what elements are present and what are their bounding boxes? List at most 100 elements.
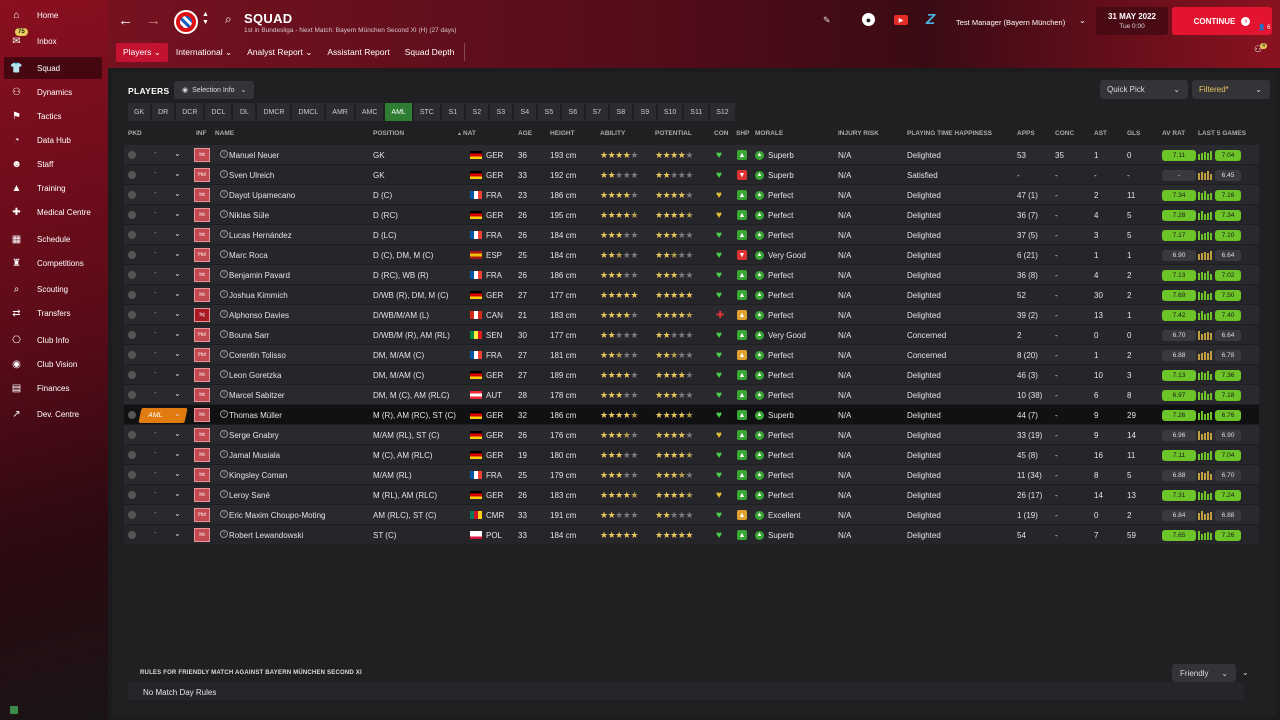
column-header-pkd[interactable]: PKD xyxy=(128,130,142,137)
sidebar-item-squad[interactable]: 👕 Squad xyxy=(4,57,102,79)
z-app-icon[interactable]: Z xyxy=(926,11,936,28)
sidebar-item-schedule[interactable]: ▦ Schedule xyxy=(4,228,102,250)
table-row[interactable]: AML ⌄ Int i Thomas Müller M (R), AM (RC), ST … xyxy=(124,405,1259,425)
position-filter-s12[interactable]: S12 xyxy=(710,103,735,121)
player-info-icon[interactable]: i xyxy=(220,530,228,538)
sidebar-item-inbox[interactable]: ✉ Inbox 75 xyxy=(4,28,102,52)
pick-toggle[interactable] xyxy=(128,411,136,419)
pick-toggle[interactable] xyxy=(128,371,136,379)
sidebar-item-dynamics[interactable]: ⚇ Dynamics xyxy=(4,81,102,103)
position-filter-s3[interactable]: S3 xyxy=(489,103,512,121)
table-row[interactable]: - ⌄ Int i Niklas Süle D (RC) GER 26 195 cm ★ ★ ★ ★ ★ ★… xyxy=(124,205,1259,225)
sidebar-item-medical-centre[interactable]: ✚ Medical Centre xyxy=(4,201,102,223)
player-name[interactable]: Bouna Sarr xyxy=(229,330,270,340)
position-filter-dcl[interactable]: DCL xyxy=(205,103,232,121)
player-info-icon[interactable]: i xyxy=(220,410,228,418)
row-dropdown-chevron-icon[interactable]: ⌄ xyxy=(174,489,181,498)
row-dropdown-chevron-icon[interactable]: ⌄ xyxy=(174,289,181,298)
column-header-nat[interactable]: NAT ▲ xyxy=(457,130,476,137)
row-dropdown-chevron-icon[interactable]: ⌄ xyxy=(174,429,181,438)
pick-toggle[interactable] xyxy=(128,251,136,259)
row-dropdown-chevron-icon[interactable]: ⌄ xyxy=(174,189,181,198)
column-header-inf[interactable]: INF xyxy=(196,130,207,137)
row-dropdown-chevron-icon[interactable]: ⌄ xyxy=(174,269,181,278)
quick-pick-button[interactable]: Quick Pick ⌄ xyxy=(1100,80,1188,99)
pick-toggle[interactable] xyxy=(128,511,136,519)
position-filter-gk[interactable]: GK xyxy=(128,103,151,121)
club-crest-icon[interactable] xyxy=(174,10,198,34)
player-name[interactable]: Lucas Hernández xyxy=(229,230,292,240)
players-count[interactable]: 👤 6 xyxy=(1258,25,1271,31)
row-dropdown-chevron-icon[interactable]: ⌄ xyxy=(174,249,181,258)
position-filter-dmcr[interactable]: DMCR xyxy=(257,103,291,121)
sidebar-item-data-hub[interactable]: ◔ Data Hub xyxy=(4,129,102,151)
column-header-apps[interactable]: APPS xyxy=(1017,130,1035,137)
match-type-dropdown[interactable]: Friendly ⌄ xyxy=(1172,664,1236,682)
player-info-icon[interactable]: i xyxy=(220,190,228,198)
player-name[interactable]: Eric Maxim Choupo-Moting xyxy=(229,510,326,520)
forward-arrow-icon[interactable]: → xyxy=(146,12,161,29)
row-dropdown-chevron-icon[interactable]: ⌄ xyxy=(174,449,181,458)
search-icon[interactable]: ⌕ xyxy=(225,12,232,26)
table-row[interactable]: - ⌄ Int i Dayot Upamecano D (C) FRA 23 186 cm ★ ★ ★… xyxy=(124,185,1259,205)
table-row[interactable]: - ⌄ Int i Serge Gnabry M/AM (RL), ST (C) GER 26… xyxy=(124,425,1259,445)
row-dropdown-chevron-icon[interactable]: ⌄ xyxy=(174,329,181,338)
sidebar-item-club-info[interactable]: ⎔ Club Info xyxy=(4,329,102,351)
position-filter-s6[interactable]: S6 xyxy=(561,103,584,121)
table-row[interactable]: - ⌄ Hol i Corentin Tolisso DM, M/AM (C) FRA 27 1… xyxy=(124,345,1259,365)
row-dropdown-chevron-icon[interactable]: ⌄ xyxy=(174,389,181,398)
player-info-icon[interactable]: i xyxy=(220,230,228,238)
tab-squad-depth[interactable]: Squad Depth xyxy=(398,43,462,61)
position-filter-s4[interactable]: S4 xyxy=(513,103,536,121)
pick-toggle[interactable] xyxy=(128,451,136,459)
column-header-gls[interactable]: GLS xyxy=(1127,130,1141,137)
column-header-position[interactable]: POSITION xyxy=(373,130,405,137)
position-filter-dl[interactable]: DL xyxy=(233,103,256,121)
player-info-icon[interactable]: i xyxy=(220,450,228,458)
row-dropdown-chevron-icon[interactable]: ⌄ xyxy=(174,529,181,538)
sidebar-item-dev-centre[interactable]: ↗ Dev. Centre xyxy=(4,403,102,425)
pick-toggle[interactable] xyxy=(128,331,136,339)
player-info-icon[interactable]: i xyxy=(220,510,228,518)
pick-toggle[interactable] xyxy=(128,491,136,499)
sidebar-item-home[interactable]: ⌂ Home xyxy=(4,4,102,26)
pick-toggle[interactable] xyxy=(128,531,136,539)
manager-name[interactable]: Test Manager (Bayern München) xyxy=(956,18,1066,27)
position-filter-s9[interactable]: S9 xyxy=(633,103,656,121)
date-display[interactable]: 31 MAY 2022 Tue 0:00 xyxy=(1096,7,1168,35)
pick-toggle[interactable] xyxy=(128,151,136,159)
tab-assistant-report[interactable]: Assistant Report xyxy=(320,43,396,61)
table-row[interactable]: - ⌄ Hol i Eric Maxim Choupo-Moting AM (RLC), … xyxy=(124,505,1259,525)
column-header-conc[interactable]: CONC xyxy=(1055,130,1075,137)
position-filter-s10[interactable]: S10 xyxy=(657,103,683,121)
row-dropdown-chevron-icon[interactable]: ⌄ xyxy=(174,369,181,378)
table-row[interactable]: - ⌄ Int i Marcel Sabitzer DM, M (C), AM (RLC)… xyxy=(124,385,1259,405)
player-info-icon[interactable]: i xyxy=(220,170,228,178)
pick-toggle[interactable] xyxy=(128,351,136,359)
player-name[interactable]: Leon Goretzka xyxy=(229,370,282,380)
sidebar-item-staff[interactable]: ☻ Staff xyxy=(4,153,102,175)
table-row[interactable]: - ⌄ Hol i Marc Roca D (C), DM, M (C) ESP 25 184 … xyxy=(124,245,1259,265)
player-info-icon[interactable]: i xyxy=(220,210,228,218)
pick-toggle[interactable] xyxy=(128,291,136,299)
player-name[interactable]: Manuel Neuer xyxy=(229,150,280,160)
pick-toggle[interactable] xyxy=(128,471,136,479)
player-info-icon[interactable]: i xyxy=(220,350,228,358)
continue-button[interactable]: CONTINUE › xyxy=(1172,7,1272,35)
row-dropdown-chevron-icon[interactable]: ⌄ xyxy=(174,409,181,418)
column-header-injury-risk[interactable]: INJURY RISK xyxy=(838,130,879,137)
table-row[interactable]: - ⌄ Inj i Alphonso Davies D/WB/M/AM (L) CAN 21 1… xyxy=(124,305,1259,325)
column-header-name[interactable]: NAME xyxy=(215,130,235,137)
player-name[interactable]: Kingsley Coman xyxy=(229,470,288,480)
table-row[interactable]: - ⌄ Int i Kingsley Coman M/AM (RL) FRA 25 179 cm… xyxy=(124,465,1259,485)
row-dropdown-chevron-icon[interactable]: ⌄ xyxy=(174,149,181,158)
row-dropdown-chevron-icon[interactable]: ⌄ xyxy=(174,169,181,178)
column-header-potential[interactable]: POTENTIAL xyxy=(655,130,692,137)
column-header-ability[interactable]: ABILITY xyxy=(600,130,626,137)
player-info-icon[interactable]: i xyxy=(220,430,228,438)
player-name[interactable]: Thomas Müller xyxy=(229,410,282,420)
position-filter-amc[interactable]: AMC xyxy=(355,103,384,121)
filter-button[interactable]: Filtered* ⌄ xyxy=(1192,80,1270,99)
column-header-morale[interactable]: MORALE xyxy=(755,130,784,137)
player-name[interactable]: Niklas Süle xyxy=(229,210,270,220)
